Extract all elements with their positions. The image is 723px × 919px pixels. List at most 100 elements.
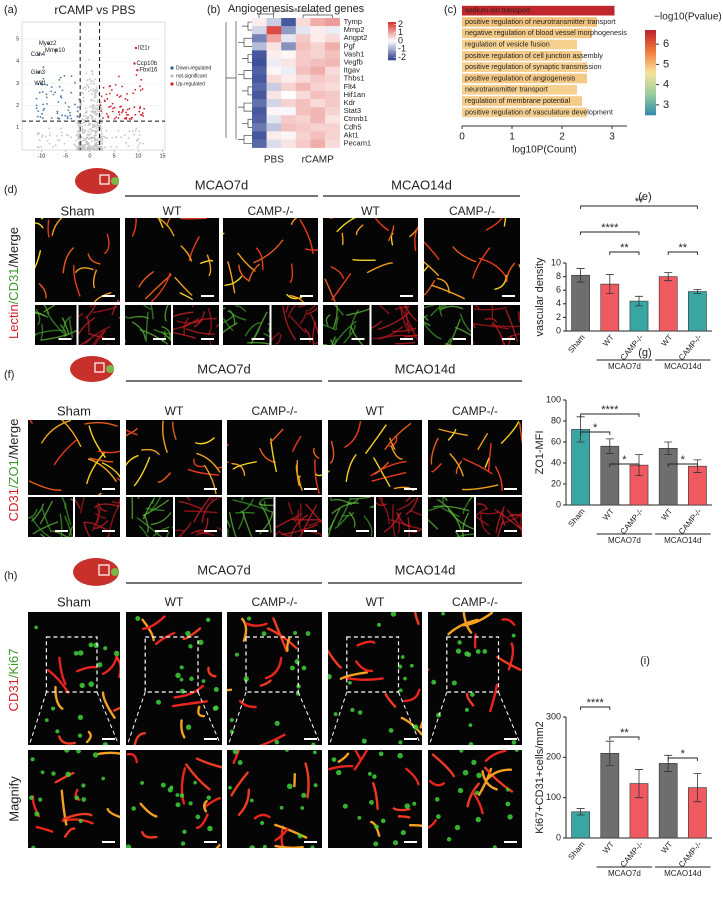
column-label: WT xyxy=(165,595,184,609)
nucleus xyxy=(234,652,239,657)
point-cloud xyxy=(78,98,81,101)
vessel xyxy=(180,767,187,805)
nucleus xyxy=(492,845,497,848)
vessel xyxy=(41,508,52,533)
vessel xyxy=(126,429,138,436)
nucleus xyxy=(156,699,161,705)
vessel xyxy=(403,688,421,703)
vessel xyxy=(64,502,72,526)
point-cloud xyxy=(120,111,123,114)
point-cloud xyxy=(99,104,102,107)
vessel xyxy=(79,497,85,514)
heat-cell xyxy=(310,74,326,84)
side-label-part: /ZO1 xyxy=(6,459,21,488)
point-cloud xyxy=(52,93,55,96)
vessel xyxy=(78,338,91,345)
heat-cell xyxy=(325,34,340,43)
point-cloud xyxy=(96,90,99,93)
column-label: Sham xyxy=(61,203,95,218)
vessel xyxy=(54,685,64,710)
point-cloud xyxy=(63,74,66,77)
point-cloud xyxy=(99,138,102,141)
heat-cell xyxy=(266,123,282,132)
colorbar xyxy=(388,33,396,36)
vessel xyxy=(445,338,452,345)
roi-zoom-line xyxy=(329,691,421,744)
point-cloud xyxy=(89,133,92,136)
nucleus xyxy=(65,771,71,778)
point-cloud xyxy=(79,138,82,141)
nucleus xyxy=(514,750,519,752)
point-cloud xyxy=(76,133,79,136)
colorbar xyxy=(645,103,656,107)
vessel xyxy=(258,733,286,745)
heat-cell xyxy=(252,90,267,100)
micrograph-content xyxy=(34,625,120,745)
nucleus xyxy=(380,818,386,824)
point-cloud xyxy=(83,131,86,134)
point-cloud xyxy=(50,86,53,89)
vessel xyxy=(306,307,318,315)
vessel xyxy=(428,819,438,830)
point-cloud xyxy=(92,116,94,118)
panel-label: (f) xyxy=(4,369,14,381)
vessel xyxy=(150,305,154,320)
nucleus xyxy=(350,707,355,713)
vessel xyxy=(59,513,63,537)
point-cloud xyxy=(46,140,49,142)
point-cloud xyxy=(113,106,116,109)
colorbar xyxy=(645,106,656,110)
side-label-part: CD31 xyxy=(6,678,21,711)
vessel xyxy=(369,505,374,508)
point-cloud xyxy=(102,117,104,119)
micrograph xyxy=(328,420,422,495)
colorbar xyxy=(388,52,396,55)
colorbar xyxy=(388,41,396,44)
vessel xyxy=(239,498,254,513)
heat-cell xyxy=(325,123,340,132)
vessel xyxy=(455,533,474,537)
vessel xyxy=(133,456,151,487)
vessel xyxy=(89,305,94,308)
vessel xyxy=(150,272,171,302)
vessel xyxy=(294,512,303,523)
point-cloud xyxy=(93,148,95,151)
nucleus xyxy=(336,769,342,776)
point-cloud xyxy=(95,134,97,137)
vessel xyxy=(431,284,465,300)
point-cloud xyxy=(90,128,93,131)
vessel xyxy=(372,326,404,340)
micrograph xyxy=(428,750,522,848)
vessel xyxy=(494,509,522,531)
vessel xyxy=(193,497,212,523)
vessel xyxy=(343,324,356,344)
point-cloud xyxy=(76,147,79,150)
point-cloud xyxy=(94,132,97,135)
point-cloud xyxy=(73,81,76,84)
vessel xyxy=(63,827,76,838)
nucleus xyxy=(506,787,510,792)
point-cloud xyxy=(78,131,80,134)
vessel xyxy=(373,457,391,487)
point-cloud xyxy=(110,89,113,91)
point-cloud xyxy=(94,144,96,147)
vessel xyxy=(462,484,499,491)
vessel xyxy=(232,750,241,765)
point-cloud xyxy=(100,114,102,117)
nucleus xyxy=(294,659,300,665)
nucleus xyxy=(259,820,265,826)
group-label: PBS xyxy=(264,155,284,166)
vessel xyxy=(473,321,476,329)
vessel xyxy=(195,757,222,769)
heat-cell xyxy=(325,107,340,116)
vessel xyxy=(518,264,520,269)
point-cloud xyxy=(82,147,85,150)
vessel xyxy=(392,503,396,537)
error-bar xyxy=(576,268,585,283)
nucleus xyxy=(505,801,511,807)
y-tick-label: 0 xyxy=(556,499,561,509)
vessel xyxy=(271,332,280,342)
vessel xyxy=(195,437,215,445)
micrograph-content xyxy=(131,218,214,302)
point-cloud xyxy=(90,105,93,108)
